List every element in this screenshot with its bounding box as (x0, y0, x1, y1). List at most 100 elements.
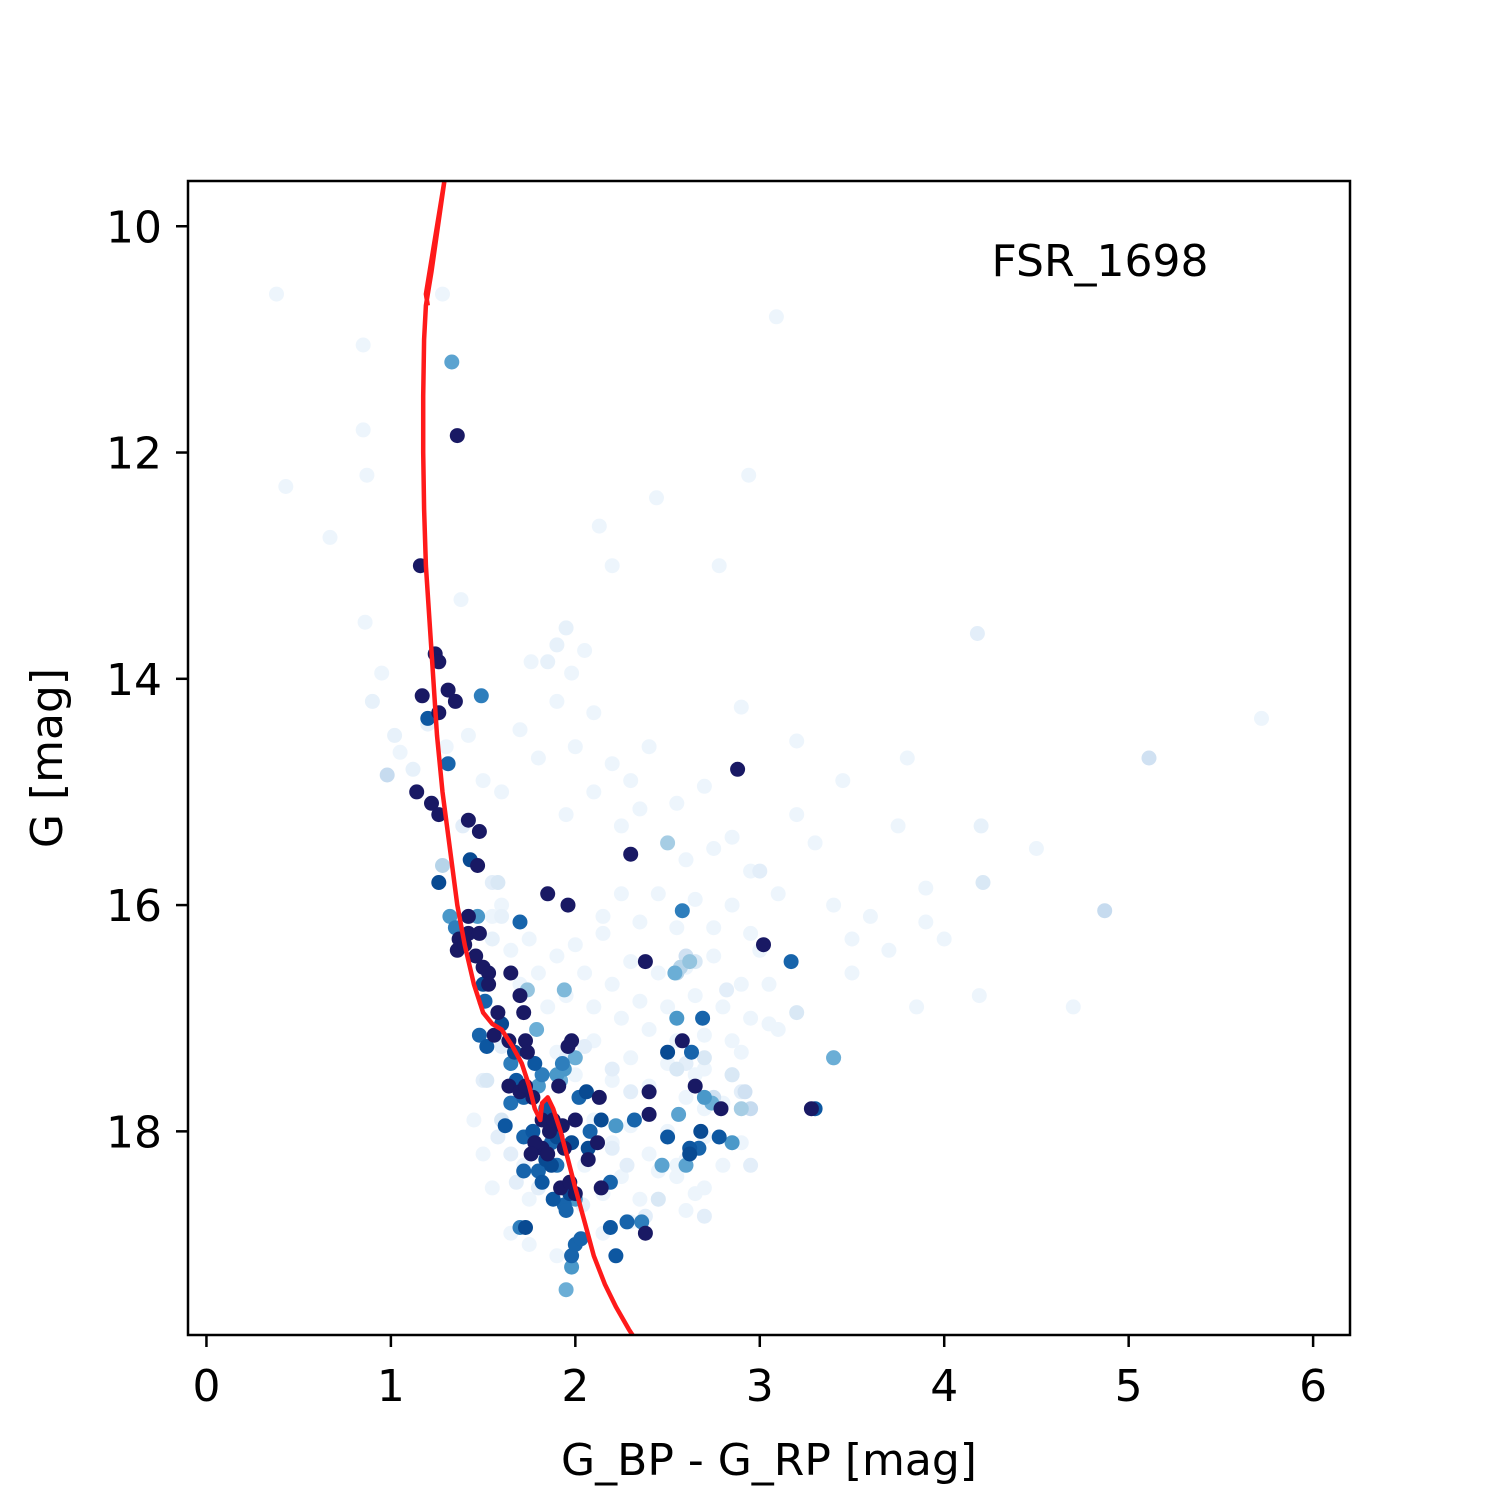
scatter-point (918, 880, 934, 896)
scatter-point (682, 1146, 698, 1162)
scatter-point (540, 999, 556, 1015)
scatter-point (604, 756, 620, 772)
scatter-point (623, 773, 639, 789)
scatter-point (438, 739, 454, 755)
scatter-point (975, 875, 991, 890)
scatter-point (497, 1118, 513, 1134)
scatter-point (508, 1174, 524, 1190)
scatter-point (641, 739, 657, 755)
scatter-point (608, 1248, 624, 1264)
scatter-point (604, 976, 620, 992)
scatter-point (322, 529, 338, 545)
scatter-point (619, 1214, 635, 1230)
scatter-point (540, 886, 556, 902)
scatter-point (890, 818, 906, 834)
scatter-point (558, 1282, 574, 1298)
scatter-point (660, 1044, 676, 1060)
y-axis-label: G [mag] (22, 668, 73, 848)
scatter-point (494, 784, 510, 800)
scatter-point (899, 750, 915, 766)
scatter-point (540, 1146, 556, 1162)
scatter-point (444, 354, 460, 370)
scatter-point (523, 1146, 539, 1162)
scatter-point (580, 1152, 596, 1168)
scatter-point (641, 1106, 657, 1122)
scatter-point (604, 1061, 620, 1077)
scatter-point (534, 1067, 550, 1083)
scatter-point (741, 467, 757, 483)
scatter-point (1141, 750, 1157, 766)
scatter-point (529, 1022, 545, 1037)
scatter-point (969, 626, 985, 641)
scatter-point (564, 1033, 580, 1049)
scatter-point (973, 818, 989, 834)
scatter-point (687, 988, 703, 1004)
scatter-point (641, 1022, 657, 1037)
scatter-point (519, 1044, 535, 1060)
scatter-point (521, 931, 537, 947)
scatter-point (431, 654, 447, 670)
scatter-point (881, 942, 897, 958)
scatter-point (512, 988, 528, 1004)
scatter-point (593, 1180, 609, 1196)
scatter-point (473, 688, 489, 704)
scatter-point (595, 925, 611, 941)
scatter-point (518, 1033, 533, 1049)
scatter-point (608, 1118, 624, 1134)
scatter-point (577, 965, 593, 981)
scatter-point (724, 897, 740, 913)
scatter-point (1065, 999, 1081, 1015)
scatter-point (549, 1248, 565, 1264)
scatter-point (468, 948, 484, 964)
scatter-point (613, 818, 629, 834)
scatter-point (475, 1146, 491, 1162)
scatter-point (512, 914, 528, 930)
scatter-point (678, 1203, 694, 1218)
scatter-point (471, 1027, 487, 1043)
scatter-point (503, 1146, 519, 1162)
scatter-point (696, 1208, 712, 1224)
cluster-annotation: FSR_1698 (991, 236, 1208, 287)
scatter-point (789, 733, 805, 749)
scatter-point (554, 1056, 570, 1071)
scatter-point (405, 761, 421, 777)
scatter-point (844, 965, 860, 981)
scatter-point (503, 1056, 519, 1071)
scatter-point (586, 999, 602, 1015)
scatter-point (724, 829, 740, 845)
scatter-point (696, 1050, 712, 1066)
scatter-point (623, 1084, 639, 1100)
scatter-point (733, 1044, 749, 1060)
x-tick-label: 6 (1299, 1361, 1327, 1412)
scatter-point (807, 835, 823, 851)
scatter-point (918, 914, 934, 930)
scatter-point (632, 1191, 648, 1207)
isochrone-curve (420, 181, 636, 1335)
scatter-point (525, 1123, 541, 1139)
scatter-point (669, 920, 685, 936)
scatter-point (560, 897, 576, 913)
scatter-point (604, 558, 620, 574)
scatter-point (591, 518, 607, 534)
scatter-point (527, 1135, 543, 1151)
scatter-point (420, 710, 436, 726)
scatter-point (591, 1089, 607, 1105)
scatter-point (577, 1039, 593, 1054)
scatter-point (637, 954, 653, 970)
scatter-point (374, 665, 390, 681)
scatter-point (641, 1146, 657, 1162)
scatter-point (516, 1005, 532, 1021)
x-axis-ticks: 0 1 2 3 4 5 6 (192, 1335, 1327, 1412)
scatter-point (687, 1078, 703, 1094)
scatter-point (471, 925, 487, 941)
scatter-point (756, 937, 771, 953)
scatter-point (730, 761, 746, 777)
scatter-point (359, 467, 375, 483)
scatter-point (479, 1039, 495, 1054)
scatter-point (567, 1067, 583, 1083)
scatter-point (593, 1112, 609, 1128)
x-tick-label: 4 (930, 1361, 958, 1412)
scatter-point (696, 1089, 712, 1105)
x-tick-label: 3 (746, 1361, 774, 1412)
isochrone-line (420, 181, 636, 1335)
